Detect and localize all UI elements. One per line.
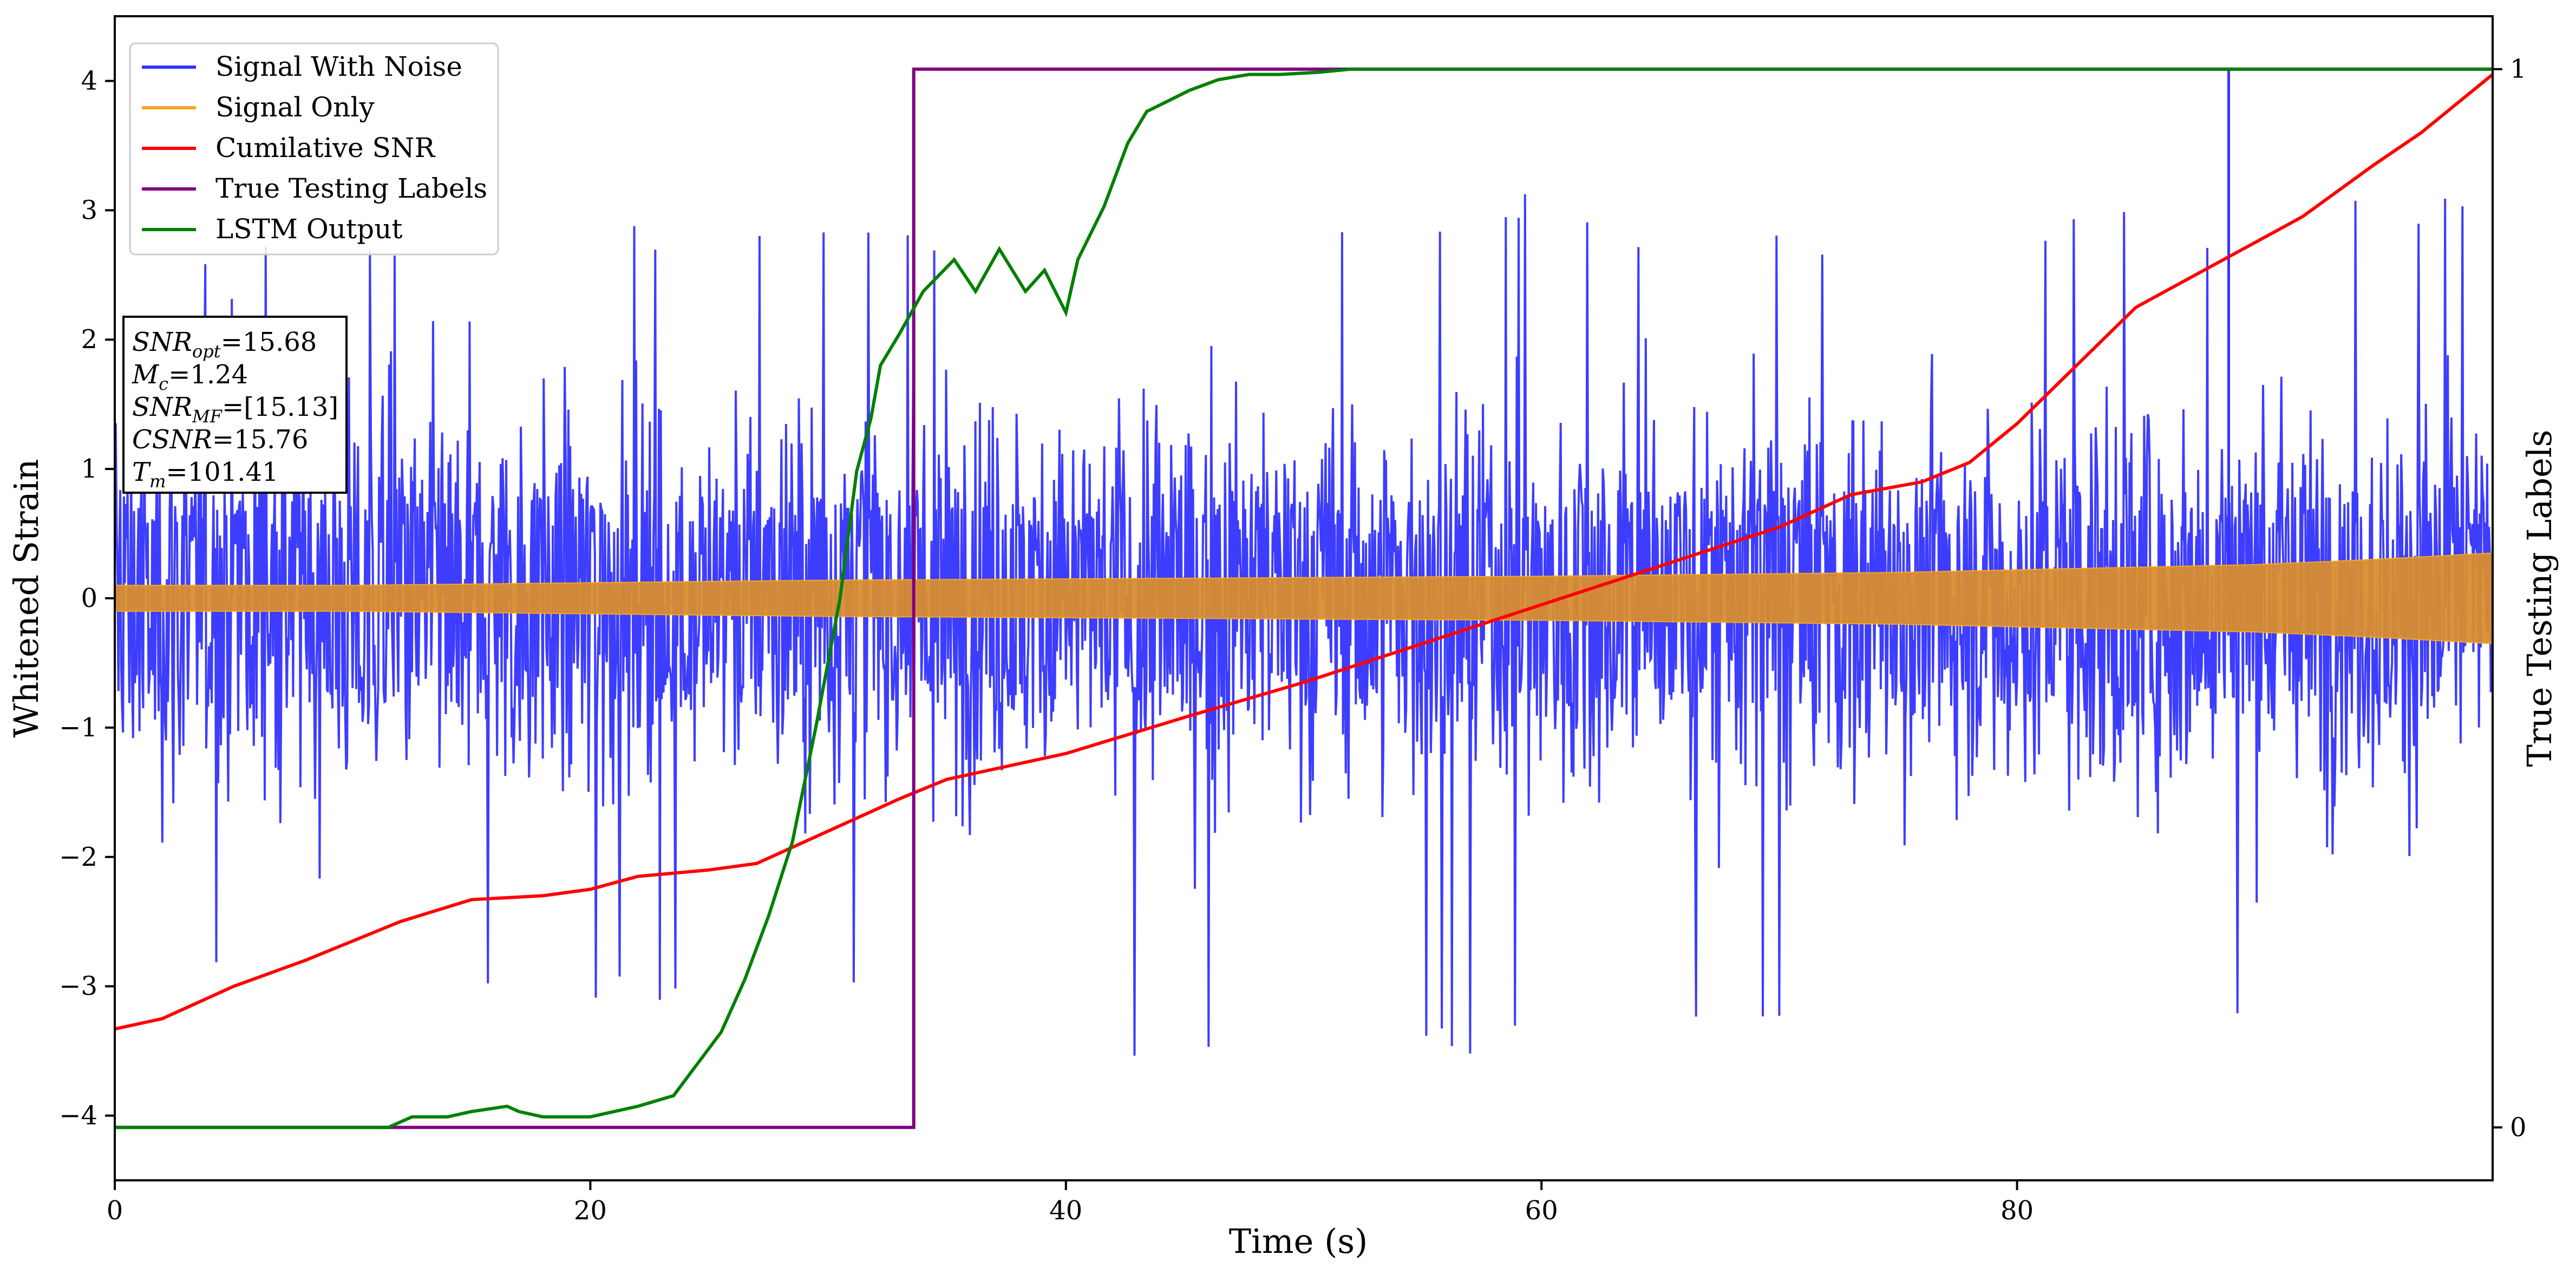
legend-box [129,42,499,256]
legend-label-lstm-output: LSTM Output [215,213,402,245]
info-tm: Tm=101.41 [132,457,279,492]
info-csnr: CSNR=15.76 [132,424,308,455]
legend: Signal With Noise Signal Only Cumilative… [129,42,499,256]
lstm-output-line [115,67,2493,1129]
y-tick-label: 3 [81,195,97,225]
legend-label-signal-only: Signal Only [215,92,375,123]
x-tick-label: 0 [107,1195,123,1226]
y-axis-right: 01 [2493,54,2527,1142]
y-tick-label: −3 [59,971,97,1002]
info-mc: Mc=1.24 [132,360,248,394]
y-tick-label: 0 [81,583,97,613]
y-tick-label: −4 [59,1101,97,1131]
info-snr-mf: SNRMF=[15.13] [132,392,338,427]
y-axis-left: −4 −3 −2 −1 0 1 2 3 4 [59,66,115,1131]
x-tick-label: 80 [2000,1195,2034,1226]
signal-only-band [115,552,2493,644]
y-tick-label: −2 [59,842,97,872]
legend-label-signal-with-noise: Signal With Noise [215,51,462,82]
x-tick-label: 40 [1049,1195,1082,1226]
cumulative-snr-line [115,73,2493,1031]
y2-axis-title: True Testing Labels [2520,430,2559,767]
x-tick-label: 60 [1525,1195,1558,1226]
snr-info-box: SNRopt=15.68 Mc=1.24 SNRMF=[15.13] CSNR=… [122,316,348,494]
y-axis-title: Whitened Strain [6,459,46,738]
x-axis: 0 20 40 60 80 [107,1180,2034,1226]
y2-tick-label: 1 [2510,54,2527,84]
y-tick-label: −1 [59,713,97,743]
y-tick-label: 2 [81,324,97,355]
y-tick-label: 4 [81,66,97,96]
y2-tick-label: 0 [2510,1112,2527,1142]
legend-label-cumulative-snr: Cumilative SNR [215,132,435,164]
legend-label-true-testing-labels: True Testing Labels [215,173,487,204]
info-snr-opt: SNRopt=15.68 [132,327,317,362]
x-axis-title: Time (s) [1229,1221,1368,1261]
plot-area [115,67,2493,1129]
x-tick-label: 20 [574,1195,607,1226]
info-box-frame [122,316,348,494]
y-tick-label: 1 [81,454,97,484]
signal-only-series [115,552,2493,644]
